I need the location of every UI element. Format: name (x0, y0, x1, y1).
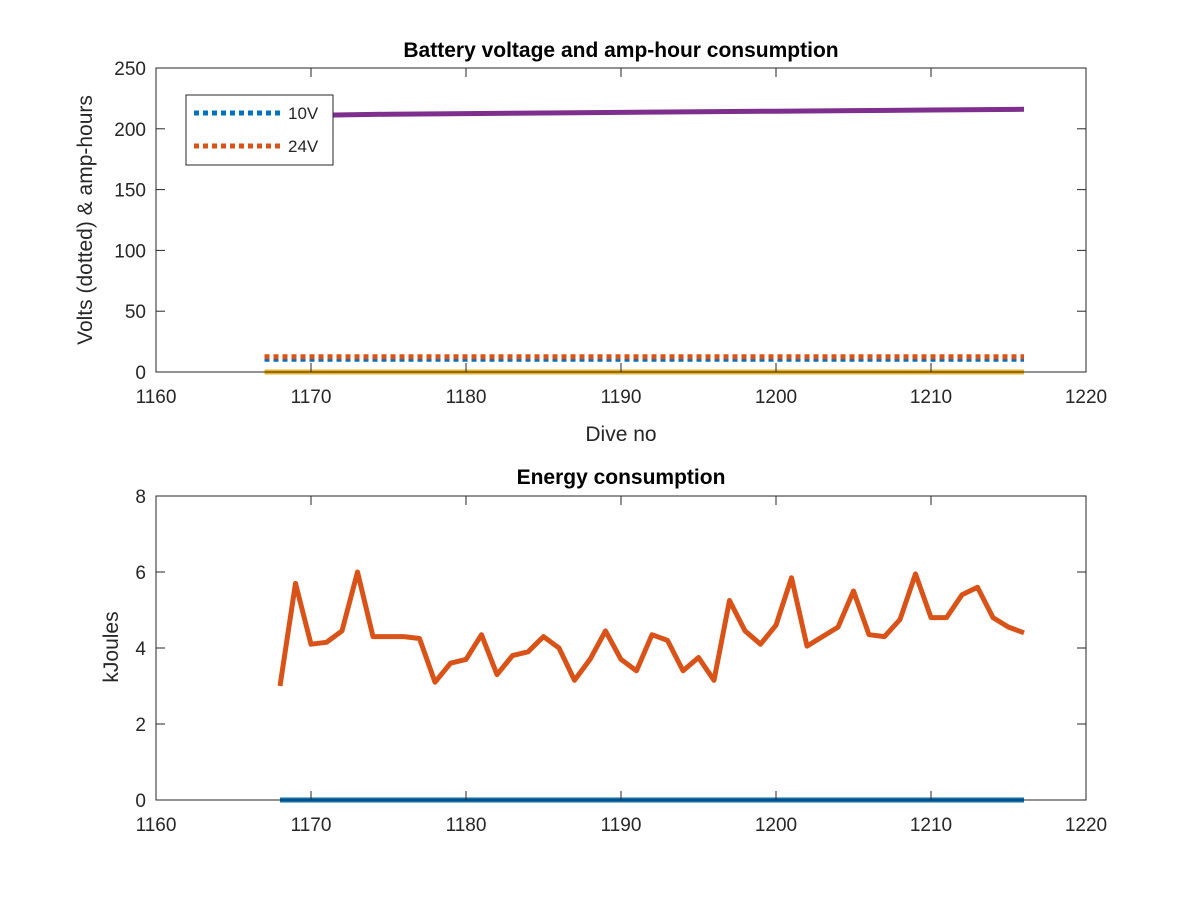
x-tick-label: 1160 (136, 387, 177, 408)
chart-title: Battery voltage and amp-hour consumption (403, 39, 838, 62)
x-tick-label: 1220 (1065, 815, 1107, 836)
legend-box (185, 94, 334, 166)
x-tick-label: 1210 (910, 387, 952, 408)
legend-entry-24v: 24V (288, 137, 319, 156)
x-tick-label: 1170 (291, 387, 332, 408)
y-tick-label: 0 (135, 363, 146, 384)
y-tick-label: 0 (135, 791, 146, 812)
y-tick-label: 250 (114, 59, 146, 80)
voltage-axes: Battery voltage and amp-hour consumption… (74, 39, 1107, 446)
x-axis-label: Dive no (585, 423, 656, 446)
legend: 10V 24V (185, 94, 334, 166)
x-tick-label: 1160 (136, 815, 177, 836)
y-tick-label: 100 (114, 241, 146, 262)
axis-ticks: 1160 1170 1180 1190 1200 1210 1220 0 50 100 150 200… (114, 59, 1107, 408)
y-tick-label: 150 (114, 181, 146, 202)
x-tick-label: 1220 (1065, 387, 1107, 408)
y-tick-label: 6 (135, 563, 146, 584)
chart-title: Energy consumption (517, 466, 726, 489)
y-tick-label: 200 (114, 120, 146, 141)
energy-axes: Energy consumption kJoules 1160 1170 1180 1… (100, 466, 1107, 836)
x-tick-label: 1200 (755, 815, 797, 836)
y-axis-label: Volts (dotted) & amp-hours (74, 95, 97, 345)
x-tick-label: 1200 (755, 387, 797, 408)
x-tick-label: 1210 (910, 815, 952, 836)
x-tick-label: 1190 (601, 815, 642, 836)
legend-entry-10v: 10V (288, 104, 319, 123)
x-tick-label: 1190 (601, 387, 642, 408)
y-tick-label: 4 (135, 639, 146, 660)
x-tick-label: 1170 (291, 815, 332, 836)
axis-ticks: 1160 1170 1180 1190 1200 1210 1220 0 2 4 6 8 (135, 487, 1107, 836)
y-tick-label: 50 (125, 302, 146, 323)
y-tick-label: 2 (135, 715, 146, 736)
x-tick-label: 1180 (446, 387, 487, 408)
series-line-0-3 (310, 106, 1025, 118)
series-line-1-1 (277, 569, 1025, 687)
axes-frame (155, 495, 1087, 801)
y-tick-label: 8 (135, 487, 146, 508)
axes-frame (155, 67, 1087, 373)
x-tick-label: 1180 (446, 815, 487, 836)
y-axis-label: kJoules (100, 611, 123, 682)
